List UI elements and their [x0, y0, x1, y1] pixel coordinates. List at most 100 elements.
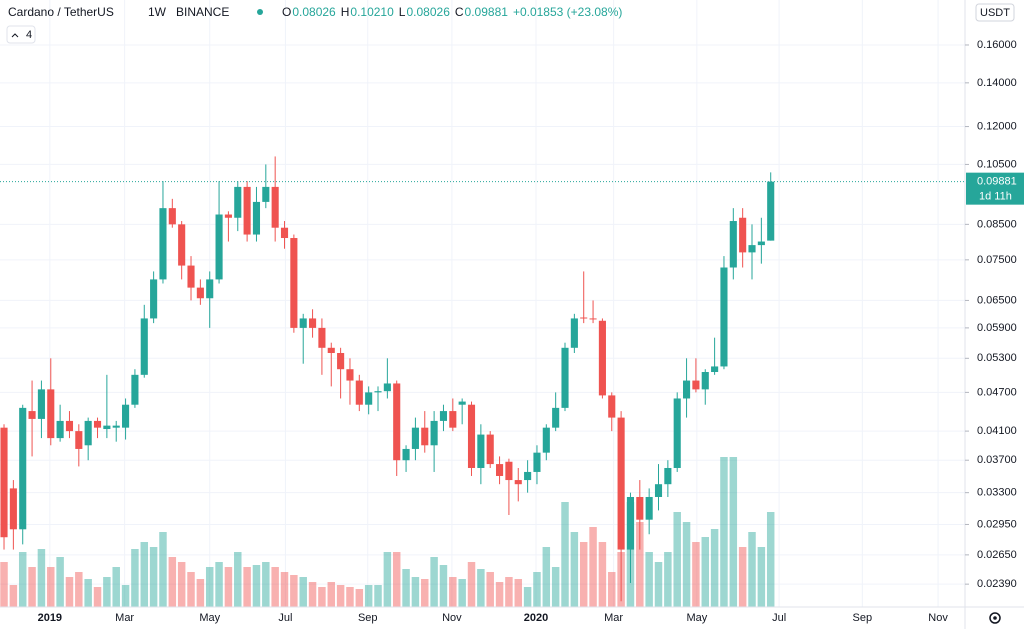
candle-body [150, 279, 158, 319]
candle-body [280, 227, 289, 239]
settings-icon[interactable] [989, 612, 1001, 624]
candle-body [159, 208, 167, 280]
candle-body [449, 411, 457, 428]
candle-body [365, 392, 373, 405]
volume-bar [75, 572, 83, 607]
volume-bar [701, 537, 710, 607]
candle-body [486, 434, 494, 465]
volume-bar [252, 565, 261, 607]
candle-body [411, 427, 419, 449]
volume-bar [430, 557, 438, 607]
volume-bar [421, 579, 429, 607]
volume-bar [766, 512, 775, 607]
volume-bar [589, 527, 597, 607]
volume-bar [514, 579, 523, 607]
volume-bar [495, 582, 504, 607]
y-tick-label: 0.03300 [977, 487, 1017, 499]
volume-bar [682, 522, 691, 607]
volume-bar [224, 567, 233, 607]
candle-body [168, 208, 176, 225]
ohlc-key: H [341, 5, 350, 19]
volume-bar [411, 577, 420, 607]
candle-body [664, 467, 672, 485]
candle-body [122, 404, 130, 428]
x-tick-label: May [199, 612, 220, 624]
currency-button[interactable] [975, 3, 1015, 22]
indicators-count: 4 [26, 29, 32, 41]
candle-body [290, 238, 298, 328]
y-tick-label: 0.10500 [977, 158, 1017, 170]
candle-body [19, 407, 27, 530]
volume-bar [159, 532, 167, 607]
volume-bar [103, 577, 111, 607]
candle-body [739, 217, 747, 253]
volume-bar [738, 547, 747, 607]
candle-body [767, 181, 775, 241]
volume-bar [140, 542, 149, 607]
candle-body [421, 427, 429, 446]
candle-body [28, 411, 36, 419]
x-tick-label: Nov [442, 612, 462, 624]
y-tick-label: 0.03700 [977, 454, 1017, 466]
candle-body [701, 372, 709, 390]
candle-body [37, 389, 45, 419]
volume-bar [402, 569, 410, 607]
volume-bar [0, 562, 8, 607]
volume-bar [346, 587, 354, 607]
volume-bar [636, 522, 644, 607]
candle-body [393, 383, 401, 461]
candle-body [206, 279, 214, 299]
candle-body [711, 366, 719, 373]
candle-body [383, 383, 391, 392]
candle-body [318, 327, 326, 348]
volume-bar [729, 457, 738, 607]
y-tick-label: 0.02650 [977, 549, 1017, 561]
x-tick-label: 2019 [38, 612, 62, 624]
candle-body [299, 318, 307, 328]
candle-body [346, 369, 354, 381]
candle-body [47, 389, 55, 439]
volume-bar [654, 562, 663, 607]
candle-body [327, 347, 335, 354]
candle-body [598, 320, 606, 396]
ohlc-key: O [282, 5, 291, 19]
volume-bar [439, 565, 448, 607]
interval[interactable]: 1W [148, 5, 167, 19]
x-tick-label: Sep [853, 612, 873, 624]
candle-body [196, 287, 204, 299]
exchange: BINANCE [176, 5, 229, 19]
x-tick-label: Mar [604, 612, 623, 624]
candle-body [580, 317, 588, 319]
volume-bar [486, 572, 494, 607]
candle-body [374, 391, 382, 393]
candle-body [84, 420, 92, 446]
candle-body [514, 480, 522, 485]
x-tick-label: Jul [772, 612, 786, 624]
candle-body [0, 427, 8, 538]
volume-bar [168, 557, 177, 607]
volume-bar [748, 532, 756, 607]
volume-bar [299, 577, 307, 607]
candle-body [552, 407, 560, 428]
candle-body [467, 404, 476, 468]
symbol[interactable]: Cardano / TetherUS [8, 5, 114, 19]
candle-body [337, 353, 345, 370]
candle-body [243, 186, 251, 235]
y-tick-label: 0.08500 [977, 218, 1017, 230]
candle-body [439, 411, 448, 421]
volume-bar [673, 512, 681, 607]
candle-body [673, 398, 681, 468]
ohlc-value: 0.08026 [292, 5, 336, 19]
candle-body [496, 464, 504, 476]
candle-body [617, 417, 625, 550]
candle-body [215, 214, 223, 280]
candle-body [692, 380, 700, 390]
volume-bar [131, 549, 139, 607]
volume-bar [308, 582, 317, 607]
y-tick-label: 0.05300 [977, 352, 1017, 364]
volume-bar [645, 552, 653, 607]
indicators-toggle[interactable] [6, 25, 36, 44]
candle-body [654, 484, 663, 497]
volume-bar [84, 579, 92, 607]
volume-bar [533, 572, 541, 607]
